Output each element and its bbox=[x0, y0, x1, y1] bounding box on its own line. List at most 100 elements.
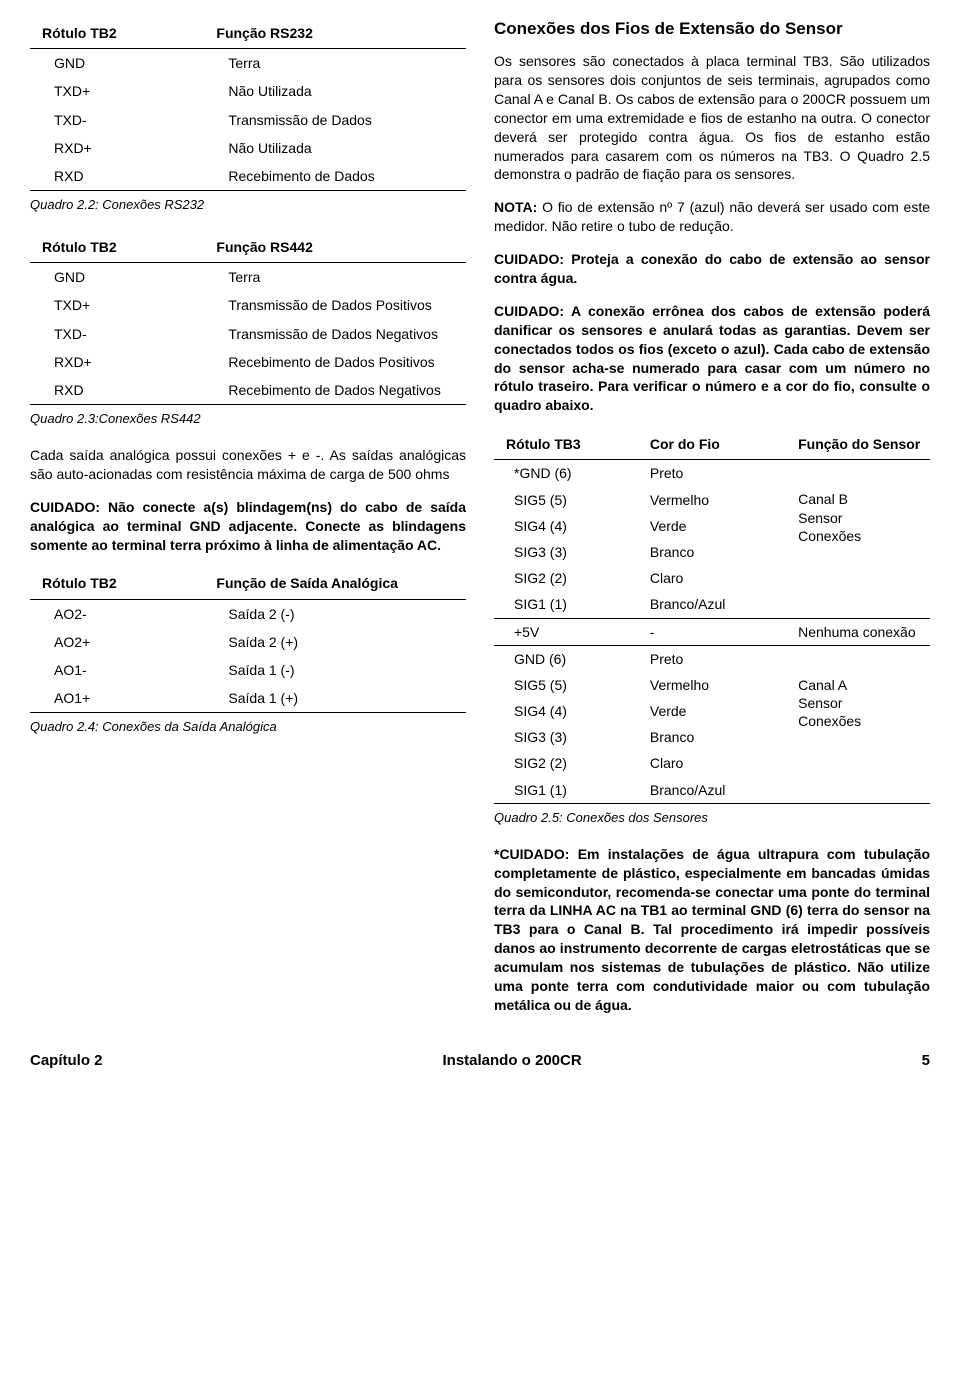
th: Função do Sensor bbox=[786, 429, 930, 460]
func-line: Sensor bbox=[798, 509, 930, 527]
th: Função RS442 bbox=[204, 232, 466, 263]
cell: GND bbox=[30, 263, 204, 292]
table-header-row: Rótulo TB2 Função RS442 bbox=[30, 232, 466, 263]
cell: Verde bbox=[638, 698, 786, 724]
footer-center: Instalando o 200CR bbox=[442, 1051, 581, 1071]
cell: AO2- bbox=[30, 599, 204, 628]
cell: SIG1 (1) bbox=[494, 591, 638, 618]
right-column: Conexões dos Fios de Extensão do Sensor … bbox=[494, 18, 930, 1029]
nota-label: NOTA: bbox=[494, 199, 537, 215]
cuidado-paragraph: *CUIDADO: Em instalações de água ultrapu… bbox=[494, 845, 930, 1015]
footer-right: 5 bbox=[922, 1051, 930, 1071]
cell: TXD+ bbox=[30, 291, 204, 319]
table-caption: Quadro 2.3:Conexões RS442 bbox=[30, 411, 466, 428]
cell: SIG4 (4) bbox=[494, 698, 638, 724]
paragraph: Os sensores são conectados à placa termi… bbox=[494, 52, 930, 184]
cell: Não Utilizada bbox=[204, 77, 466, 105]
cell: AO1+ bbox=[30, 684, 204, 713]
cuidado-paragraph: CUIDADO: Proteja a conexão do cabo de ex… bbox=[494, 250, 930, 288]
cell: TXD- bbox=[30, 106, 204, 134]
cell: SIG3 (3) bbox=[494, 724, 638, 750]
left-column: Rótulo TB2 Função RS232 GNDTerra TXD+Não… bbox=[30, 18, 466, 1029]
cell: Branco/Azul bbox=[638, 777, 786, 804]
th: Rótulo TB2 bbox=[30, 18, 204, 49]
footer-left: Capítulo 2 bbox=[30, 1051, 103, 1071]
cell: Transmissão de Dados Positivos bbox=[204, 291, 466, 319]
table-caption: Quadro 2.5: Conexões dos Sensores bbox=[494, 810, 930, 827]
cuidado-paragraph: CUIDADO: A conexão errônea dos cabos de … bbox=[494, 302, 930, 415]
func-cell: Canal B Sensor Conexões bbox=[786, 460, 930, 618]
cell: Claro bbox=[638, 750, 786, 776]
cell: TXD+ bbox=[30, 77, 204, 105]
cell: Verde bbox=[638, 513, 786, 539]
cell: Claro bbox=[638, 565, 786, 591]
cell: Saída 1 (+) bbox=[204, 684, 466, 713]
cell: GND (6) bbox=[494, 645, 638, 672]
table-caption: Quadro 2.2: Conexões RS232 bbox=[30, 197, 466, 214]
cell: *GND (6) bbox=[494, 460, 638, 487]
cell: AO2+ bbox=[30, 628, 204, 656]
cell: SIG1 (1) bbox=[494, 777, 638, 804]
table-rs232: Rótulo TB2 Função RS232 GNDTerra TXD+Não… bbox=[30, 18, 466, 191]
cell: SIG2 (2) bbox=[494, 565, 638, 591]
cell: Recebimento de Dados bbox=[204, 162, 466, 191]
cell: Branco/Azul bbox=[638, 591, 786, 618]
cell: Não Utilizada bbox=[204, 134, 466, 162]
table-rs442: Rótulo TB2 Função RS442 GNDTerra TXD+Tra… bbox=[30, 232, 466, 405]
th: Rótulo TB3 bbox=[494, 429, 638, 460]
nota-text: O fio de extensão nº 7 (azul) não deverá… bbox=[494, 199, 930, 234]
cuidado-paragraph: CUIDADO: Não conecte a(s) blindagem(ns) … bbox=[30, 498, 466, 555]
nota-paragraph: NOTA: O fio de extensão nº 7 (azul) não … bbox=[494, 198, 930, 236]
func-line: Canal A bbox=[798, 676, 930, 694]
cell: RXD bbox=[30, 376, 204, 405]
cell: TXD- bbox=[30, 320, 204, 348]
table-header-row: Rótulo TB3 Cor do Fio Função do Sensor bbox=[494, 429, 930, 460]
table-caption: Quadro 2.4: Conexões da Saída Analógica bbox=[30, 719, 466, 736]
cell: Terra bbox=[204, 49, 466, 78]
cell: Vermelho bbox=[638, 672, 786, 698]
cell: Preto bbox=[638, 460, 786, 487]
table-analog-output: Rótulo TB2 Função de Saída Analógica AO2… bbox=[30, 568, 466, 713]
cell: Recebimento de Dados Positivos bbox=[204, 348, 466, 376]
func-line: Conexões bbox=[798, 712, 930, 730]
cell: SIG3 (3) bbox=[494, 539, 638, 565]
table-header-row: Rótulo TB2 Função RS232 bbox=[30, 18, 466, 49]
func-cell: Canal A Sensor Conexões bbox=[786, 645, 930, 803]
cell: Vermelho bbox=[638, 487, 786, 513]
table-sensor-connections: Rótulo TB3 Cor do Fio Função do Sensor *… bbox=[494, 429, 930, 804]
cell: +5V bbox=[494, 618, 638, 645]
cell: SIG4 (4) bbox=[494, 513, 638, 539]
cell: RXD+ bbox=[30, 134, 204, 162]
th: Função RS232 bbox=[204, 18, 466, 49]
cell: Saída 1 (-) bbox=[204, 656, 466, 684]
func-line: Sensor bbox=[798, 694, 930, 712]
th: Função de Saída Analógica bbox=[204, 568, 466, 599]
cell: SIG2 (2) bbox=[494, 750, 638, 776]
cell: Branco bbox=[638, 724, 786, 750]
cell: SIG5 (5) bbox=[494, 672, 638, 698]
cell: Transmissão de Dados bbox=[204, 106, 466, 134]
cell: Nenhuma conexão bbox=[786, 618, 930, 645]
cell: Transmissão de Dados Negativos bbox=[204, 320, 466, 348]
func-line: Canal B bbox=[798, 490, 930, 508]
th: Cor do Fio bbox=[638, 429, 786, 460]
cell: - bbox=[638, 618, 786, 645]
cell: RXD bbox=[30, 162, 204, 191]
cell: GND bbox=[30, 49, 204, 78]
paragraph: Cada saída analógica possui conexões + e… bbox=[30, 446, 466, 484]
page-footer: Capítulo 2 Instalando o 200CR 5 bbox=[30, 1051, 930, 1071]
cell: Recebimento de Dados Negativos bbox=[204, 376, 466, 405]
cell: Saída 2 (-) bbox=[204, 599, 466, 628]
cell: RXD+ bbox=[30, 348, 204, 376]
cell: Preto bbox=[638, 645, 786, 672]
cell: Saída 2 (+) bbox=[204, 628, 466, 656]
section-title: Conexões dos Fios de Extensão do Sensor bbox=[494, 18, 930, 40]
cell: Branco bbox=[638, 539, 786, 565]
th: Rótulo TB2 bbox=[30, 232, 204, 263]
cell: AO1- bbox=[30, 656, 204, 684]
func-line: Conexões bbox=[798, 527, 930, 545]
cell: Terra bbox=[204, 263, 466, 292]
th: Rótulo TB2 bbox=[30, 568, 204, 599]
table-header-row: Rótulo TB2 Função de Saída Analógica bbox=[30, 568, 466, 599]
cell: SIG5 (5) bbox=[494, 487, 638, 513]
